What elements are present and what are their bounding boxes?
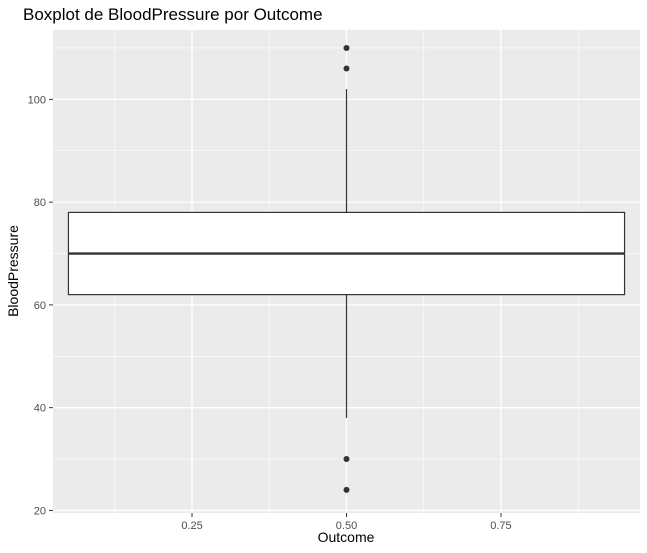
y-tick-label: 20 — [34, 505, 46, 517]
y-tick-label: 40 — [34, 403, 46, 415]
x-axis-title: Outcome — [318, 529, 375, 545]
y-axis: 20 40 60 80 100 — [28, 94, 53, 517]
x-tick-label: 0.75 — [490, 520, 511, 532]
outlier-point — [344, 45, 350, 51]
y-tick-label: 100 — [28, 94, 46, 106]
outlier-point — [344, 66, 350, 72]
x-tick-label: 0.25 — [181, 520, 202, 532]
y-tick-label: 80 — [34, 197, 46, 209]
chart-title: Boxplot de BloodPressure por Outcome — [23, 5, 323, 24]
outlier-point — [344, 487, 350, 493]
outlier-point — [344, 456, 350, 462]
y-axis-title: BloodPressure — [5, 225, 21, 317]
y-tick-label: 60 — [34, 300, 46, 312]
